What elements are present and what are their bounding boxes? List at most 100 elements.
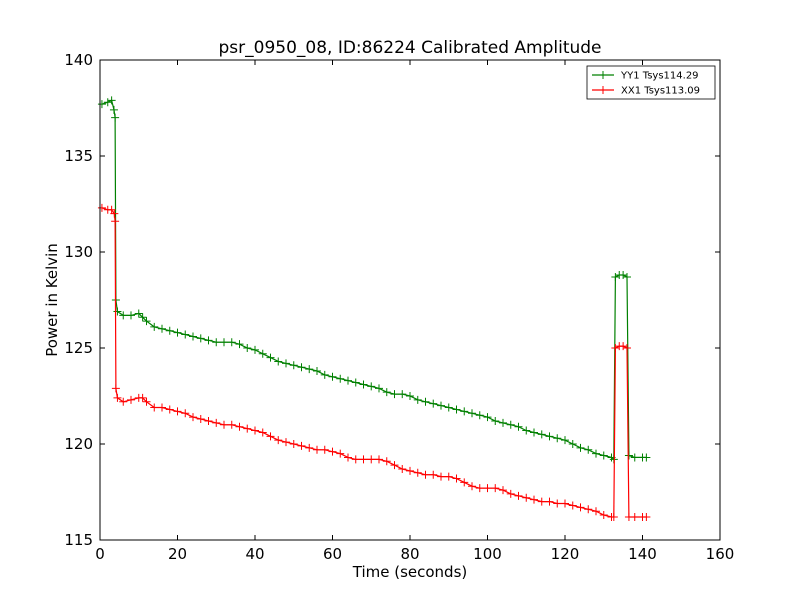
data-point	[359, 455, 368, 464]
data-point	[599, 451, 608, 460]
data-point	[568, 440, 577, 448]
data-point	[212, 338, 221, 347]
data-point	[537, 497, 546, 506]
data-point	[375, 455, 383, 464]
data-point	[227, 338, 236, 347]
data-point	[204, 336, 213, 345]
data-point	[134, 309, 143, 318]
y-tick-label: 130	[64, 243, 93, 261]
data-point	[142, 317, 151, 326]
legend-entry: YY1 Tsys114.29	[592, 71, 699, 82]
data-point	[619, 271, 628, 280]
data-point	[320, 370, 329, 379]
data-point	[173, 328, 182, 337]
data-point	[158, 403, 166, 412]
data-point	[468, 482, 476, 491]
data-point	[522, 426, 531, 435]
data-point	[421, 470, 430, 479]
data-point	[220, 420, 228, 429]
data-point	[421, 397, 430, 406]
x-tick-label: 100	[473, 545, 502, 563]
data-point	[623, 344, 631, 352]
x-tick-label: 80	[400, 545, 419, 563]
legend-box	[586, 65, 716, 100]
data-point	[406, 466, 414, 475]
data-point	[165, 326, 174, 335]
data-point	[483, 413, 492, 422]
data-point	[592, 507, 600, 516]
data-point	[545, 432, 554, 441]
data-point	[619, 342, 628, 351]
data-point	[553, 434, 562, 443]
data-point	[181, 330, 190, 339]
chart-title: psr_0950_08, ID:86224 Calibrated Amplitu…	[218, 38, 601, 58]
data-point	[212, 418, 221, 427]
data-point	[499, 418, 507, 427]
data-point	[359, 380, 368, 389]
data-point	[243, 344, 252, 352]
data-point	[251, 426, 259, 435]
data-point	[530, 495, 538, 504]
data-point	[127, 395, 135, 404]
data-point	[138, 313, 147, 322]
x-tick-label: 0	[95, 545, 105, 563]
data-point	[390, 461, 399, 470]
legend-label: XX1 Tsys113.09	[621, 86, 700, 97]
y-tick-label: 125	[64, 339, 93, 357]
data-point	[506, 420, 515, 429]
data-point	[336, 449, 345, 458]
data-point	[97, 203, 106, 212]
data-point	[429, 399, 438, 408]
data-point	[328, 447, 337, 456]
data-point	[514, 422, 523, 431]
data-point	[351, 378, 360, 387]
legend-marker	[599, 86, 607, 94]
data-point	[158, 324, 166, 333]
data-point	[460, 407, 469, 416]
data-point	[181, 409, 190, 418]
data-point	[367, 455, 376, 464]
x-tick-label: 160	[706, 545, 735, 563]
data-point	[398, 464, 407, 473]
data-point	[630, 512, 639, 521]
y-tick-label: 135	[64, 147, 93, 165]
y-tick-label: 115	[64, 531, 93, 549]
data-point	[611, 344, 620, 352]
data-point	[305, 365, 314, 374]
data-point	[119, 397, 128, 406]
data-point	[251, 345, 259, 354]
data-point	[599, 511, 608, 520]
x-tick-label: 120	[551, 545, 580, 563]
data-point	[568, 501, 577, 510]
x-tick-label: 40	[245, 545, 264, 563]
x-axis-label: Time (seconds)	[352, 563, 468, 581]
data-point	[499, 486, 507, 495]
data-point	[623, 272, 631, 281]
data-point	[609, 512, 618, 521]
data-point	[452, 405, 461, 414]
data-point	[165, 405, 174, 414]
data-point	[107, 96, 116, 105]
data-point	[150, 403, 159, 412]
data-point	[413, 395, 422, 404]
data-point	[320, 445, 329, 454]
data-point	[522, 493, 531, 502]
data-point	[344, 376, 352, 385]
data-point	[274, 436, 283, 445]
data-point	[375, 384, 383, 393]
data-point	[119, 311, 128, 320]
data-point	[138, 393, 147, 402]
data-point	[266, 353, 275, 362]
data-point	[313, 367, 321, 376]
data-point	[196, 334, 205, 343]
series-2	[97, 203, 651, 521]
data-point	[642, 453, 651, 462]
legend-label: YY1 Tsys114.29	[620, 71, 699, 82]
data-point	[553, 499, 562, 508]
data-point	[336, 374, 345, 383]
data-point	[235, 422, 244, 431]
x-tick-label: 20	[168, 545, 187, 563]
data-point	[258, 349, 267, 358]
